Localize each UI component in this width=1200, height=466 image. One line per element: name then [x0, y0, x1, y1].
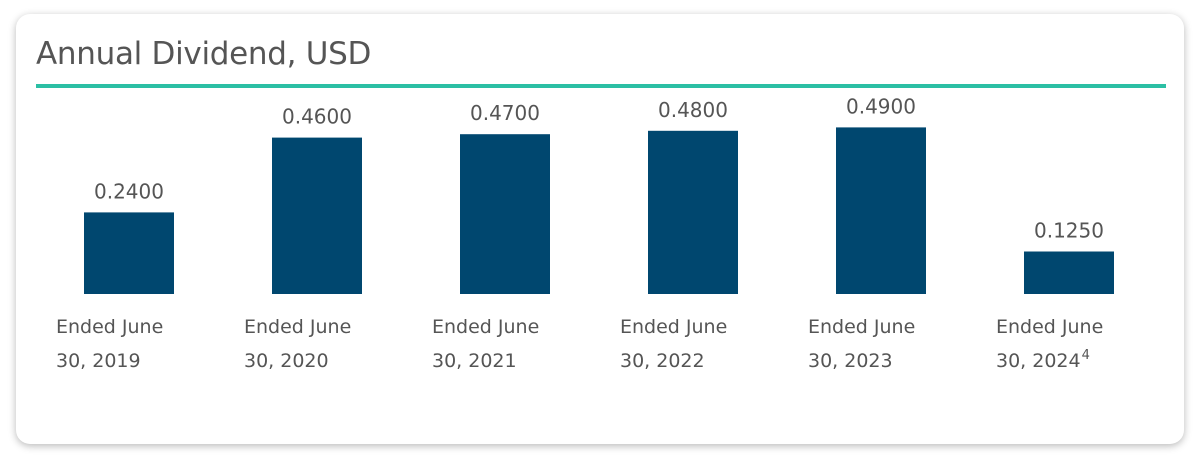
category-label-4-line2: 30, 2023 — [808, 350, 893, 372]
category-label-2-line1: Ended June — [432, 316, 539, 338]
category-label-5-line1: Ended June — [996, 316, 1103, 338]
value-label-3: 0.4800 — [658, 98, 728, 122]
bar-4 — [836, 127, 926, 295]
value-label-4: 0.4900 — [846, 94, 916, 118]
value-label-2: 0.4700 — [470, 101, 540, 125]
category-label-0-year: 30, 2019 — [56, 350, 141, 372]
chart-card: Annual Dividend, USD 0.2400 Ended June 30,… — [16, 14, 1184, 444]
category-label-3-line2: 30, 2022 — [620, 350, 705, 372]
bar-3 — [648, 130, 738, 294]
bar-2 — [460, 134, 550, 294]
bar-5 — [1024, 251, 1114, 294]
category-label-4-line1: Ended June — [808, 316, 915, 338]
bar-0 — [84, 212, 174, 294]
category-label-1-line2: 30, 2020 — [244, 350, 329, 372]
category-label-4-year: 30, 2023 — [808, 350, 893, 372]
chart-title: Annual Dividend, USD — [36, 36, 372, 72]
category-label-5-line2: 30, 20244 — [996, 348, 1090, 372]
bar-chart: 0.2400 Ended June 30, 2019 0.4600 Ended June… — [56, 94, 1114, 372]
title-underline — [36, 84, 1166, 88]
bar-1 — [272, 137, 362, 294]
category-label-1-year: 30, 2020 — [244, 350, 329, 372]
footnote-marker: 4 — [1082, 348, 1090, 363]
category-label-1-line1: Ended June — [244, 316, 351, 338]
value-label-5: 0.1250 — [1034, 219, 1104, 243]
category-label-2-line2: 30, 2021 — [432, 350, 517, 372]
category-label-0-line2: 30, 2019 — [56, 350, 141, 372]
category-label-5-year: 30, 2024 — [996, 350, 1081, 372]
value-label-1: 0.4600 — [282, 105, 352, 129]
category-label-3-line1: Ended June — [620, 316, 727, 338]
category-label-2-year: 30, 2021 — [432, 350, 517, 372]
category-label-0-line1: Ended June — [56, 316, 163, 338]
category-label-3-year: 30, 2022 — [620, 350, 705, 372]
value-label-0: 0.2400 — [94, 179, 164, 203]
